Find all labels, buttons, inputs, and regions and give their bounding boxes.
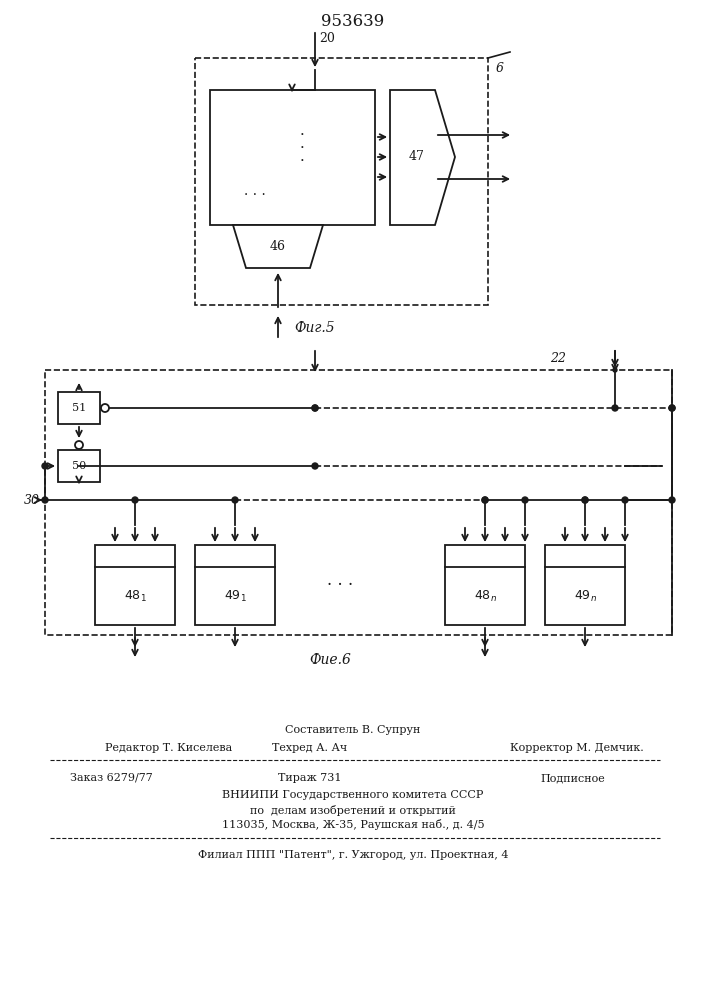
- Bar: [95, 545, 175, 625]
- Text: $49_n$: $49_n$: [573, 588, 597, 604]
- Bar: [58, 392, 100, 424]
- Circle shape: [522, 497, 528, 503]
- Text: Техред А. Ач: Техред А. Ач: [272, 743, 347, 753]
- Text: 6: 6: [496, 62, 504, 75]
- Text: $49_1$: $49_1$: [223, 588, 246, 604]
- Text: ВНИИПИ Государственного комитета СССР: ВНИИПИ Государственного комитета СССР: [222, 790, 484, 800]
- Text: Корректор М. Демчик.: Корректор М. Демчик.: [510, 743, 644, 753]
- Text: Редактор Т. Киселева: Редактор Т. Киселева: [105, 743, 233, 753]
- Text: 46: 46: [270, 239, 286, 252]
- Polygon shape: [233, 225, 323, 268]
- Text: 50: 50: [72, 461, 86, 471]
- Circle shape: [312, 463, 318, 469]
- Bar: [210, 90, 375, 225]
- Circle shape: [482, 497, 488, 503]
- Text: Фие.6: Фие.6: [309, 653, 351, 667]
- Bar: [445, 545, 525, 625]
- Circle shape: [622, 497, 628, 503]
- Text: 20: 20: [319, 31, 335, 44]
- Text: Тираж 731: Тираж 731: [279, 773, 341, 783]
- Bar: [45, 370, 672, 635]
- Circle shape: [669, 405, 675, 411]
- Polygon shape: [390, 90, 455, 225]
- Text: 22: 22: [550, 352, 566, 364]
- Text: $48_1$: $48_1$: [124, 588, 146, 604]
- Text: 30: 30: [24, 493, 40, 506]
- Circle shape: [582, 497, 588, 503]
- Text: 51: 51: [72, 403, 86, 413]
- Bar: [545, 545, 625, 625]
- Text: ·: ·: [300, 128, 305, 142]
- Bar: [195, 58, 488, 305]
- Text: Заказ 6279/77: Заказ 6279/77: [70, 773, 153, 783]
- Circle shape: [42, 497, 48, 503]
- Text: $48_n$: $48_n$: [474, 588, 496, 604]
- Circle shape: [482, 497, 488, 503]
- Bar: [195, 545, 275, 625]
- Circle shape: [101, 404, 109, 412]
- Circle shape: [582, 497, 588, 503]
- Circle shape: [612, 405, 618, 411]
- Circle shape: [312, 405, 318, 411]
- Text: Фиг.5: Фиг.5: [295, 321, 335, 335]
- Circle shape: [669, 405, 675, 411]
- Text: · · ·: · · ·: [327, 576, 353, 593]
- Circle shape: [312, 405, 318, 411]
- Circle shape: [42, 463, 48, 469]
- Text: по  делам изобретений и открытий: по делам изобретений и открытий: [250, 804, 456, 816]
- Circle shape: [232, 497, 238, 503]
- Circle shape: [132, 497, 138, 503]
- Text: 47: 47: [409, 150, 425, 163]
- Text: · · ·: · · ·: [244, 188, 266, 202]
- Bar: [58, 450, 100, 482]
- Circle shape: [669, 497, 675, 503]
- Text: ·: ·: [300, 154, 305, 168]
- Circle shape: [613, 368, 617, 372]
- Text: Составитель В. Супрун: Составитель В. Супрун: [286, 725, 421, 735]
- Text: Филиал ППП "Патент", г. Ужгород, ул. Проектная, 4: Филиал ППП "Патент", г. Ужгород, ул. Про…: [198, 850, 508, 860]
- Text: 113035, Москва, Ж-35, Раушская наб., д. 4/5: 113035, Москва, Ж-35, Раушская наб., д. …: [222, 820, 484, 830]
- Text: 953639: 953639: [322, 13, 385, 30]
- Text: ·: ·: [300, 141, 305, 155]
- Circle shape: [75, 441, 83, 449]
- Text: Подписное: Подписное: [540, 773, 604, 783]
